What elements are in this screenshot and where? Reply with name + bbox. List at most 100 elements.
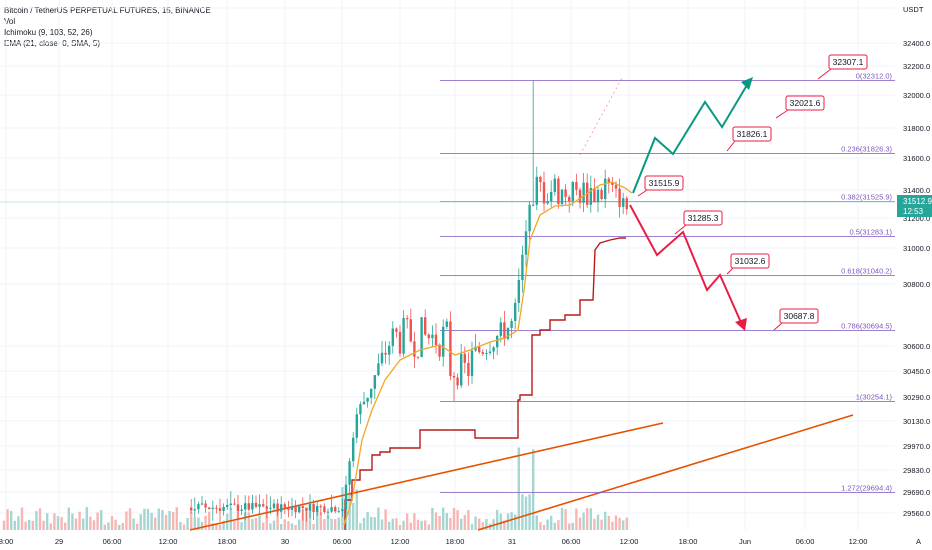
- volume-bar: [258, 515, 261, 530]
- candle-body: [215, 507, 218, 509]
- volume-bar: [467, 509, 470, 530]
- candle-body: [553, 178, 556, 192]
- candle-body: [614, 184, 618, 189]
- candle-body: [265, 506, 268, 509]
- volume-bar: [308, 508, 312, 530]
- candle-body: [571, 181, 574, 202]
- candle-body: [409, 319, 412, 342]
- volume-bar: [517, 447, 520, 530]
- volume-bar: [190, 511, 193, 530]
- candle-body: [539, 176, 542, 183]
- y-axis[interactable]: USDT 32400.0 32200.0 32000.0 31800.0 31600.0 3…: [897, 5, 932, 518]
- volume-bar: [312, 523, 315, 530]
- candle-body: [607, 178, 610, 183]
- volume-bar: [42, 520, 45, 530]
- legend-vol: Vol: [4, 17, 16, 26]
- volume-bar: [110, 516, 114, 530]
- fib-level-label: 1.272(29694.4): [841, 484, 892, 493]
- callout-pointer: [674, 224, 687, 235]
- volume-bar: [74, 518, 78, 530]
- candle-body: [449, 321, 452, 377]
- callout-label: 32307.1: [833, 57, 864, 67]
- volume-bar: [557, 520, 560, 530]
- y-tick-label: 30450.0: [903, 367, 930, 376]
- candle-body: [596, 189, 600, 203]
- candle-body: [244, 503, 247, 510]
- trend-line-lower: [189, 422, 664, 531]
- candle-body: [204, 503, 207, 508]
- candle-body: [488, 351, 492, 353]
- volume-bar: [179, 521, 182, 530]
- candle-body: [337, 511, 340, 513]
- y-tick-label: 29560.0: [903, 509, 930, 518]
- x-tick-label: 8:00: [0, 537, 13, 546]
- volume-bar: [276, 507, 279, 530]
- volume-bar: [362, 517, 366, 530]
- x-tick-label: 06:00: [796, 537, 815, 546]
- volume-bar: [460, 518, 463, 530]
- volume-bar: [107, 522, 110, 530]
- volume-bar: [431, 507, 434, 530]
- volume-bar: [269, 523, 272, 530]
- callout-label: 31285.3: [688, 213, 719, 223]
- volume-bar: [204, 515, 207, 530]
- candle-body: [625, 198, 628, 210]
- callout-label: 31515.9: [649, 178, 680, 188]
- candle-body: [496, 335, 499, 348]
- candle-body: [341, 509, 344, 512]
- x-tick-label: 06:00: [333, 537, 352, 546]
- candle-body: [427, 334, 430, 339]
- candle-body: [233, 503, 236, 505]
- y-tick-label: 30290.0: [903, 393, 930, 402]
- candle-body: [560, 189, 564, 205]
- candle-body: [413, 341, 416, 357]
- projection-arrows: [629, 77, 753, 331]
- volume-bar: [132, 518, 135, 530]
- volume-bar: [182, 524, 186, 530]
- volume-bar: [366, 511, 369, 530]
- arrow-down-head: [735, 318, 747, 331]
- volume-bar: [589, 508, 592, 530]
- volume-bar: [262, 522, 265, 530]
- candle-body: [294, 506, 297, 513]
- candle-body: [258, 504, 261, 507]
- volume-bar: [524, 496, 528, 530]
- callout-box: [644, 175, 684, 191]
- volume-bar: [388, 521, 391, 530]
- candle-body: [319, 506, 322, 508]
- candle-body: [593, 187, 596, 203]
- candle-body: [326, 511, 330, 513]
- currency-label: USDT: [903, 5, 924, 14]
- volume-bar: [503, 520, 506, 530]
- candle-body: [478, 346, 481, 353]
- volume-bar: [20, 507, 24, 530]
- candle-body: [377, 363, 380, 376]
- volume-bar: [553, 522, 556, 530]
- volume-bar: [10, 510, 13, 530]
- callout-pointer: [817, 68, 832, 80]
- volume-bar: [164, 515, 168, 530]
- arrow-down-path: [629, 204, 744, 328]
- volume-bar: [593, 518, 596, 530]
- candle-body: [535, 176, 538, 205]
- volume-bar: [2, 520, 6, 530]
- fib-level-label: 0.618(31040.2): [841, 267, 892, 276]
- volume-bar: [96, 512, 99, 530]
- candle-body: [247, 503, 250, 510]
- guide-dotted: [579, 77, 623, 156]
- x-axis[interactable]: 8:00 29 06:00 12:00 18:00 30 06:00 12:00 18:00 31…: [0, 537, 921, 546]
- candle-body: [373, 375, 376, 389]
- volume-bar: [452, 507, 456, 530]
- candle-body: [542, 182, 546, 204]
- callout-box: [779, 308, 819, 324]
- volume-bar: [510, 512, 513, 530]
- volume-bar: [330, 518, 333, 530]
- volume-bar: [128, 508, 132, 530]
- volume-bar: [355, 489, 358, 530]
- candle-body: [254, 502, 258, 507]
- candle-body: [276, 503, 279, 512]
- candle-body: [197, 504, 200, 510]
- fib-level-label: 0(32312.0): [856, 72, 893, 81]
- volume-bar: [582, 512, 585, 530]
